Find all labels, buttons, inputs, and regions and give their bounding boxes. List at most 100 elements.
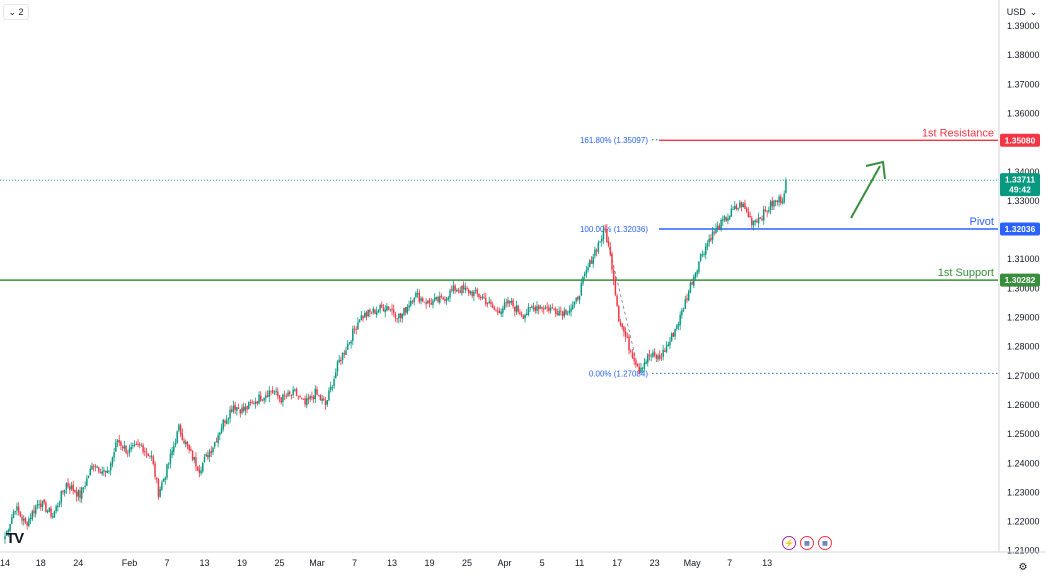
candle-body xyxy=(43,499,45,503)
candle-body xyxy=(31,511,34,520)
candle-body xyxy=(672,333,675,337)
candle-body xyxy=(735,205,738,209)
us-flag-icon[interactable]: ▦ xyxy=(800,536,814,550)
candle-body xyxy=(41,500,44,507)
candle-body xyxy=(58,502,61,505)
candle-body xyxy=(144,451,146,452)
candle-body xyxy=(440,295,443,298)
candle-body xyxy=(647,354,649,363)
time-tick-label: 13 xyxy=(387,558,397,568)
candle-body xyxy=(548,307,550,312)
tradingview-logo[interactable]: TV xyxy=(6,530,24,547)
candle-body xyxy=(28,518,30,526)
candle-body xyxy=(213,441,216,447)
candle-body xyxy=(145,452,148,454)
candle-body xyxy=(432,300,434,305)
candle-body xyxy=(691,282,693,285)
candle-body xyxy=(152,456,155,464)
candle-body xyxy=(696,270,698,274)
candle-body xyxy=(55,506,57,512)
candle-body xyxy=(306,398,308,406)
candle-body xyxy=(350,341,352,344)
price-tick-label: 1.25000 xyxy=(1007,429,1040,439)
candle-body xyxy=(761,218,763,221)
candle-body xyxy=(544,307,547,309)
candle-body xyxy=(147,453,149,457)
candle-body xyxy=(135,444,138,446)
candle-body xyxy=(674,329,676,337)
candle-body xyxy=(536,306,538,311)
candle-body xyxy=(244,407,247,411)
candle-body xyxy=(111,457,114,465)
candle-body xyxy=(53,511,56,518)
candle-body xyxy=(253,403,255,405)
candle-body xyxy=(260,395,262,401)
candle-body xyxy=(338,359,340,363)
candle-body xyxy=(754,220,756,222)
candle-body xyxy=(178,424,180,431)
countdown-timer: 49:42 xyxy=(1009,185,1031,195)
candle-body xyxy=(299,396,301,398)
candle-body xyxy=(757,217,760,224)
candle-body xyxy=(483,297,485,299)
candle-body xyxy=(353,328,356,330)
candle-body xyxy=(532,307,535,310)
price-axis[interactable]: 1.390001.380001.370001.360001.350001.340… xyxy=(998,0,1046,579)
interval-badge[interactable]: ⌄ 2 xyxy=(3,4,29,20)
candle-body xyxy=(711,231,714,240)
candle-body xyxy=(317,395,320,397)
time-tick-label: 24 xyxy=(73,558,83,568)
price-axis-bg xyxy=(999,0,1046,579)
candle-body xyxy=(212,447,214,453)
candle-body xyxy=(324,401,327,405)
candle-body xyxy=(208,451,211,458)
fib-label: 100.00% (1.32036) xyxy=(580,225,648,234)
candle-body xyxy=(307,397,310,400)
currency-selector[interactable]: USD ⌄ xyxy=(1000,4,1044,20)
settings-gear-icon[interactable]: ⚙ xyxy=(1018,561,1028,573)
candle-body xyxy=(229,409,231,419)
candle-body xyxy=(655,354,658,359)
candle-body xyxy=(543,308,545,310)
candle-body xyxy=(365,312,368,317)
candle-body xyxy=(266,395,269,397)
candle-body xyxy=(399,312,402,318)
candle-body xyxy=(283,395,286,397)
candle-body xyxy=(531,306,533,309)
candle-body xyxy=(94,466,97,468)
candle-body xyxy=(173,446,175,452)
candle-body xyxy=(558,310,560,316)
candle-body xyxy=(202,462,204,472)
candle-body xyxy=(103,470,105,472)
candle-body xyxy=(686,298,688,300)
lightning-icon[interactable]: ⚡ xyxy=(782,536,796,550)
candle-body xyxy=(360,315,363,320)
candle-body xyxy=(452,285,455,292)
candle-body xyxy=(592,256,594,265)
candle-body xyxy=(416,293,419,295)
candle-body xyxy=(459,290,461,293)
candle-body xyxy=(595,250,598,252)
candle-body xyxy=(183,440,185,444)
candle-body xyxy=(239,409,242,414)
candle-body xyxy=(679,314,681,325)
candle-body xyxy=(601,238,603,242)
time-axis[interactable]: 14 18 24 Feb 7 13 19 25 Mar 7 13 19 25 Apr 5 11 17 23 May 7… xyxy=(0,551,1046,568)
candle-body xyxy=(106,470,109,474)
candle-body xyxy=(370,312,373,314)
candle-body xyxy=(594,249,596,256)
us-flag-icon[interactable]: ▦ xyxy=(818,536,832,550)
candle-body xyxy=(362,315,364,319)
candle-body xyxy=(17,506,20,512)
candle-body xyxy=(375,311,378,316)
candle-body xyxy=(290,394,293,396)
candle-body xyxy=(288,391,291,394)
candle-body xyxy=(764,210,767,211)
candle-body xyxy=(778,196,780,203)
candle-body xyxy=(198,469,201,473)
candle-body xyxy=(421,298,424,302)
candle-body xyxy=(335,372,337,379)
candle-body xyxy=(640,367,642,373)
candle-body xyxy=(355,328,357,330)
